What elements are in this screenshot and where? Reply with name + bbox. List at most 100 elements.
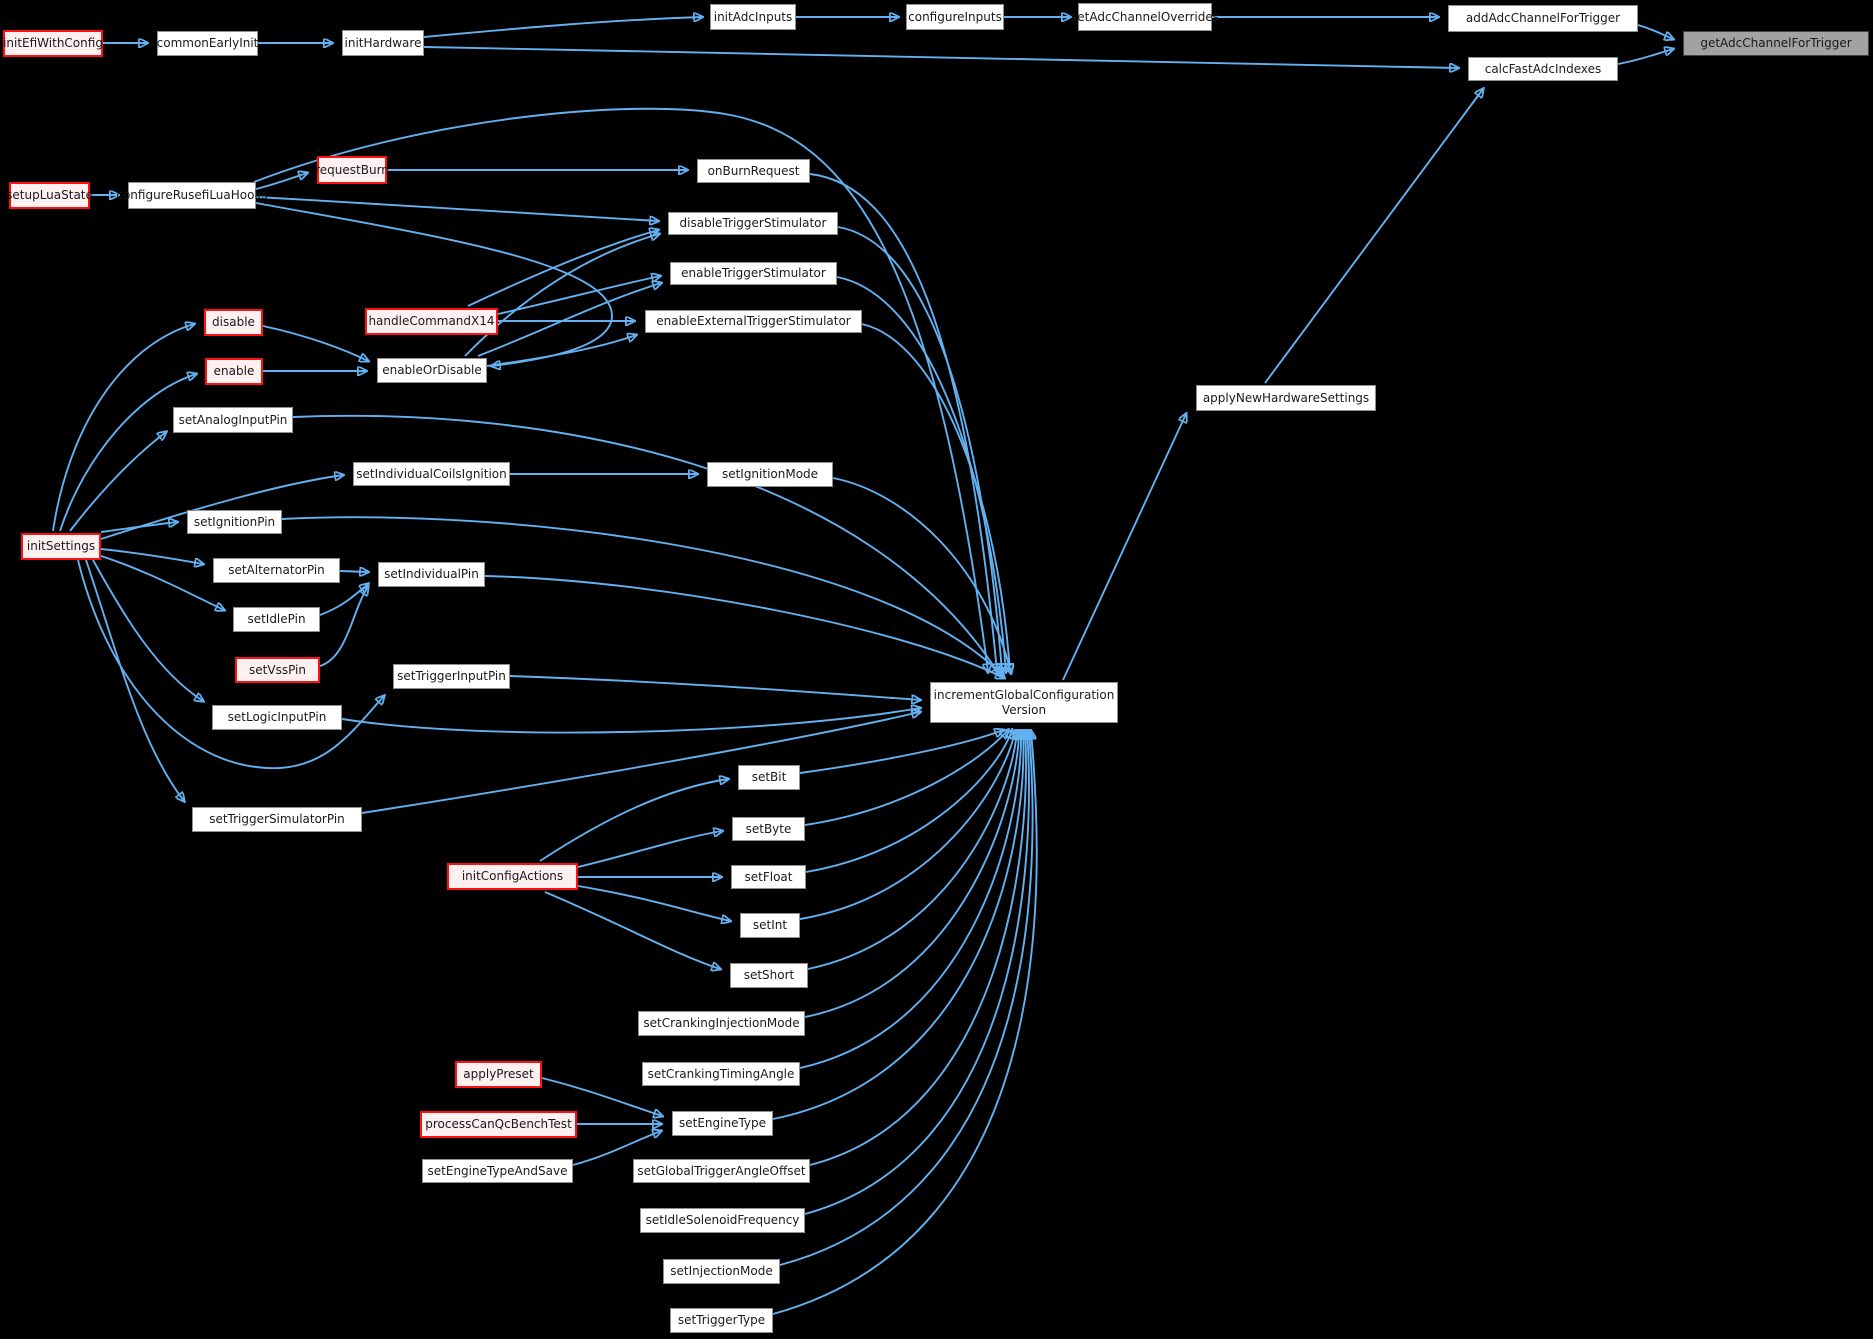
edge-initSettings-setLogicInputPin [92, 559, 203, 701]
node-setLogicInputPin[interactable]: setLogicInputPin [212, 705, 342, 730]
edge-setVssPin-setIndividualPin [319, 587, 368, 667]
node-processCanQcBenchTest[interactable]: processCanQcBenchTest [420, 1111, 577, 1138]
edge-initConfigActions-setInt [577, 885, 730, 921]
edge-setLogicInputPin-incrementGlobalConfigurationVersion [341, 708, 920, 734]
edge-setByte-incrementGlobalConfigurationVersion [804, 730, 1008, 826]
edge-setBit-incrementGlobalConfigurationVersion [799, 730, 1003, 774]
node-setIdlePin[interactable]: setIdlePin [233, 607, 320, 632]
edge-configureRusefiLuaHooks-disableTriggerStimulator [255, 196, 658, 221]
node-setupLuaState[interactable]: setupLuaState [6, 182, 93, 209]
edge-initSettings-setTriggerInputPin [77, 559, 384, 769]
edge-setAlternatorPin-setIndividualPin [339, 571, 368, 572]
node-onBurnRequest[interactable]: onBurnRequest [697, 159, 810, 183]
edge-enableOrDisable-enableTriggerStimulator [477, 283, 661, 357]
edge-disable-enableOrDisable [262, 325, 368, 361]
edge-setIgnitionMode-incrementGlobalConfigurationVersion [832, 477, 1011, 673]
edge-setShort-incrementGlobalConfigurationVersion [807, 731, 1017, 970]
edge-initSettings-setAnalogInputPin [69, 432, 166, 532]
node-setEngineType[interactable]: setEngineType [672, 1111, 773, 1136]
node-requestBurn[interactable]: requestBurn [315, 156, 389, 184]
edge-enableOrDisable-disableTriggerStimulator [464, 234, 659, 357]
node-enableOrDisable[interactable]: enableOrDisable [377, 358, 487, 383]
edge-disableTriggerStimulator-incrementGlobalConfigurationVersion [837, 226, 1002, 672]
edge-setIgnitionPin-incrementGlobalConfigurationVersion [281, 516, 1004, 677]
node-incrementGlobalConfigurationVersion[interactable]: incrementGlobalConfiguration Version [930, 682, 1118, 723]
edge-setInt-incrementGlobalConfigurationVersion [799, 731, 1015, 920]
edge-initSettings-enable [59, 374, 196, 532]
edge-initHardware-initAdcInputs [423, 17, 702, 38]
node-initSettings[interactable]: initSettings [21, 533, 101, 560]
edge-initSettings-disable [52, 324, 194, 532]
edge-addAdcChannelForTrigger-getAdcChannelForTrigger [1637, 24, 1673, 39]
edge-setEngineTypeAndSave-setEngineType [572, 1131, 661, 1166]
edge-applyPreset-setEngineType [541, 1077, 662, 1116]
node-getAdcChannelForTrigger: getAdcChannelForTrigger [1683, 31, 1869, 56]
edge-initSettings-setIdlePin [100, 555, 224, 610]
edge-incrementGlobalConfigurationVersion-applyNewHardwareSettings [1062, 414, 1186, 681]
edge-configureRusefiLuaHooks-enableOrDisable [255, 202, 613, 366]
node-initHardware[interactable]: initHardware [342, 30, 424, 56]
node-setAnalogInputPin[interactable]: setAnalogInputPin [173, 407, 293, 433]
edge-handleCommandX14-disableTriggerStimulator [467, 230, 658, 307]
edge-setTriggerInputPin-incrementGlobalConfigurationVersion [509, 675, 920, 700]
node-setShort[interactable]: setShort [730, 963, 808, 988]
node-setEngineTypeAndSave[interactable]: setEngineTypeAndSave [422, 1159, 573, 1183]
node-setByte[interactable]: setByte [732, 817, 805, 841]
edge-configureRusefiLuaHooks-incrementGlobalConfigurationVersion [253, 107, 988, 672]
edge-initConfigActions-setByte [577, 831, 722, 868]
edge-initSettings-setTriggerSimulatorPin [85, 559, 184, 801]
node-initConfigActions[interactable]: initConfigActions [447, 863, 578, 890]
node-applyNewHardwareSettings[interactable]: applyNewHardwareSettings [1196, 385, 1376, 411]
edge-initSettings-setAlternatorPin [100, 548, 203, 564]
node-initAdcInputs[interactable]: initAdcInputs [710, 4, 796, 30]
edge-configureRusefiLuaHooks-requestBurn [255, 173, 307, 190]
node-handleCommandX14[interactable]: handleCommandX14 [365, 308, 498, 335]
node-setInt[interactable]: setInt [740, 913, 800, 938]
edge-setGlobalTriggerAngleOffset-incrementGlobalConfigurationVersion [809, 731, 1026, 1166]
node-setFloat[interactable]: setFloat [731, 865, 806, 889]
node-setIgnitionPin[interactable]: setIgnitionPin [187, 510, 282, 534]
node-setCrankingTimingAngle[interactable]: setCrankingTimingAngle [642, 1062, 800, 1086]
node-setIndividualPin[interactable]: setIndividualPin [378, 562, 485, 587]
edge-initConfigActions-setBit [539, 779, 728, 862]
edge-onBurnRequest-incrementGlobalConfigurationVersion [809, 173, 997, 672]
node-commonEarlyInit[interactable]: commonEarlyInit [157, 31, 258, 56]
node-setIndividualCoilsIgnition[interactable]: setIndividualCoilsIgnition [353, 462, 510, 486]
node-setTriggerSimulatorPin[interactable]: setTriggerSimulatorPin [192, 807, 362, 832]
edge-initSettings-setIgnitionPin [100, 522, 177, 533]
node-applyPreset[interactable]: applyPreset [455, 1061, 542, 1088]
node-enableExternalTriggerStimulator[interactable]: enableExternalTriggerStimulator [645, 310, 862, 333]
node-disableTriggerStimulator[interactable]: disableTriggerStimulator [668, 212, 838, 235]
edge-setCrankingInjectionMode-incrementGlobalConfigurationVersion [804, 731, 1019, 1018]
node-setVssPin[interactable]: setVssPin [235, 657, 320, 683]
edge-applyNewHardwareSettings-calcFastAdcIndexes [1264, 89, 1483, 384]
edge-setCrankingTimingAngle-incrementGlobalConfigurationVersion [799, 731, 1021, 1069]
node-configureRusefiLuaHooks[interactable]: configureRusefiLuaHooks [116, 182, 268, 209]
node-setGlobalTriggerAngleOffset[interactable]: setGlobalTriggerAngleOffset [633, 1159, 810, 1183]
node-setBit[interactable]: setBit [738, 765, 800, 790]
node-enable[interactable]: enable [205, 358, 263, 385]
edge-setTriggerSimulatorPin-incrementGlobalConfigurationVersion [361, 712, 920, 814]
edge-setAnalogInputPin-incrementGlobalConfigurationVersion [292, 414, 1000, 676]
node-enableTriggerStimulator[interactable]: enableTriggerStimulator [670, 262, 837, 285]
node-configureInputs[interactable]: configureInputs [906, 4, 1004, 30]
node-addAdcChannelForTrigger[interactable]: addAdcChannelForTrigger [1448, 5, 1638, 32]
node-setCrankingInjectionMode[interactable]: setCrankingInjectionMode [638, 1011, 805, 1036]
node-setTriggerInputPin[interactable]: setTriggerInputPin [393, 664, 510, 689]
edge-initHardware-calcFastAdcIndexes [423, 46, 1458, 68]
node-setAdcChannelOverrides[interactable]: setAdcChannelOverrides [1071, 3, 1219, 31]
node-calcFastAdcIndexes[interactable]: calcFastAdcIndexes [1468, 57, 1618, 81]
node-setIdleSolenoidFrequency[interactable]: setIdleSolenoidFrequency [640, 1208, 805, 1233]
edge-setEngineType-incrementGlobalConfigurationVersion [772, 731, 1023, 1120]
edge-enableTriggerStimulator-incrementGlobalConfigurationVersion [836, 276, 1006, 672]
node-setAlternatorPin[interactable]: setAlternatorPin [213, 558, 340, 583]
node-initEfiWithConfig[interactable]: initEfiWithConfig [3, 30, 103, 57]
edge-setIdleSolenoidFrequency-incrementGlobalConfigurationVersion [804, 731, 1029, 1215]
node-setTriggerType[interactable]: setTriggerType [670, 1308, 773, 1333]
node-setInjectionMode[interactable]: setInjectionMode [663, 1259, 780, 1284]
edge-setInjectionMode-incrementGlobalConfigurationVersion [779, 731, 1033, 1266]
node-setIgnitionMode[interactable]: setIgnitionMode [707, 462, 833, 487]
node-disable[interactable]: disable [204, 309, 263, 336]
